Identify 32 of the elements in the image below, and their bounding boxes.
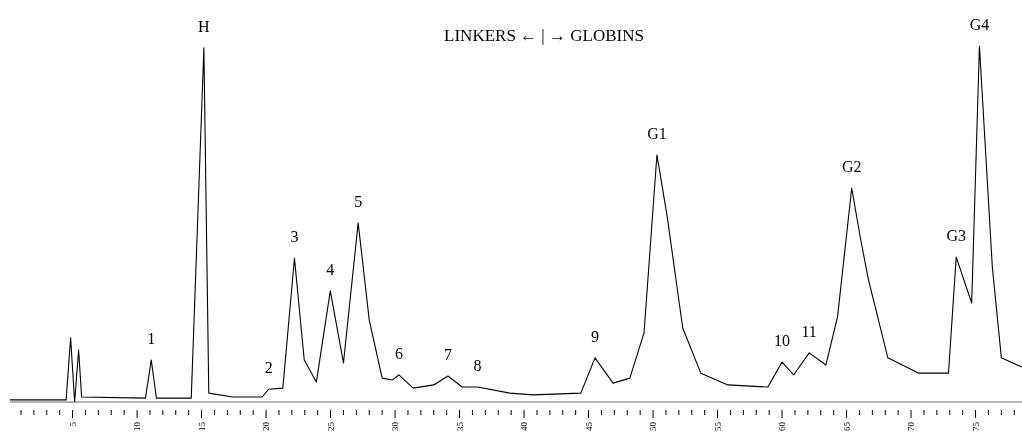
annotation: 4 (326, 260, 335, 278)
annotation: 3 (290, 228, 299, 246)
x-tick-label: 40 (519, 421, 530, 431)
x-tick-label: 50 (648, 421, 659, 431)
annotation: 11 (801, 322, 817, 340)
x-tick-label: 65 (841, 421, 852, 431)
annotation: 7 (443, 346, 452, 364)
annotation: G1 (647, 124, 667, 142)
annotation: G3 (946, 227, 966, 245)
x-tick-label: 5 (67, 421, 78, 427)
x-tick-label: 55 (712, 421, 723, 431)
x-tick-label: 30 (390, 421, 401, 431)
x-tick-label: 15 (196, 421, 207, 431)
annotation: H (198, 17, 211, 35)
annotation: 5 (354, 192, 363, 210)
annotation: G2 (841, 158, 862, 176)
x-tick-label: 25 (325, 421, 336, 431)
x-tick-label: 35 (454, 421, 465, 431)
x-tick-label: 20 (261, 421, 272, 431)
chart-title: LINKERS ← | → GLOBINS (444, 26, 644, 45)
annotation: 1 (147, 329, 156, 347)
x-tick-label: 70 (906, 421, 917, 431)
annotation: 2 (264, 359, 273, 377)
annotation: 8 (473, 357, 482, 375)
x-tick-label: 10 (132, 421, 143, 431)
x-tick-label: 60 (777, 421, 788, 431)
annotation: 6 (394, 344, 403, 362)
x-tick-label: 75 (970, 421, 981, 431)
x-tick-label: 45 (583, 421, 594, 431)
annotation: 9 (591, 327, 600, 345)
annotation: G4 (969, 16, 990, 33)
annotation: 10 (774, 332, 791, 350)
